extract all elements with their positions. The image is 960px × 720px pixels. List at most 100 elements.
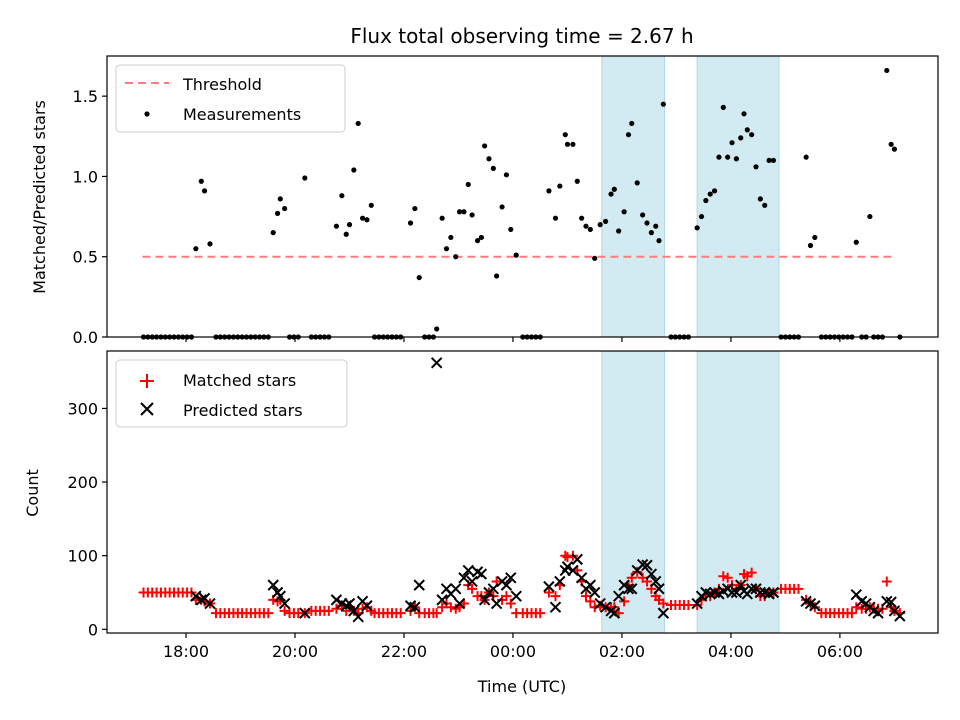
measurement-point (207, 241, 213, 247)
measurement-point (629, 120, 635, 127)
measurement-point (448, 234, 454, 241)
measurement-point (733, 156, 739, 162)
predicted-star-point (885, 596, 897, 608)
measurement-point (653, 223, 659, 229)
predicted-star-point (881, 595, 893, 608)
measurement-point (853, 239, 859, 245)
predicted-star-point (500, 579, 513, 591)
measurement-point (616, 228, 622, 234)
measurement-point (891, 146, 898, 152)
matched-star-point (562, 552, 573, 563)
matched-star-point (632, 566, 643, 577)
matched-star-point (846, 608, 857, 619)
predicted-star-point (645, 568, 658, 580)
measurement-point (355, 120, 361, 127)
ratio-y-tick-label: 1.0 (73, 167, 98, 186)
measurement-point (201, 188, 208, 194)
predicted-star-point (330, 594, 343, 606)
predicted-star-point (650, 575, 662, 588)
predicted-star-point (436, 594, 448, 606)
observing-intervals (601, 55, 780, 338)
measurement-point (333, 223, 340, 229)
measurement-point (552, 215, 559, 221)
measurement-point (546, 188, 552, 194)
measurement-point (583, 223, 589, 229)
matched-star-point (580, 591, 591, 602)
matched-stars-series (138, 550, 905, 619)
measurement-point (474, 238, 481, 244)
legend-predicted-swatch (140, 402, 154, 416)
predicted-star-point (453, 597, 466, 610)
measurement-point (660, 101, 666, 107)
predicted-star-point (809, 600, 821, 612)
matched-star-point (851, 602, 862, 613)
predicted-star-point (549, 601, 562, 613)
predicted-star-point (584, 579, 597, 591)
predicted-star-point (543, 580, 555, 593)
predicted-star-point (505, 572, 517, 584)
count-y-tick-label: 200 (67, 473, 98, 492)
count-panel: 0 100 200 300 18:00 20:00 22:00 00:00 02:00 04:0… (23, 350, 939, 696)
measurement-point (494, 273, 500, 279)
predicted-star-point (767, 586, 780, 599)
ratio-plot-frame (106, 55, 939, 338)
matched-star-point (331, 603, 342, 614)
time-x-tick-label: 04:00 (708, 642, 754, 661)
predicted-star-point (735, 579, 747, 591)
measurement-point (656, 238, 662, 244)
predicted-star-point (754, 586, 767, 599)
count-y-tick-label: 0 (88, 620, 98, 639)
measurement-point (888, 141, 894, 147)
legend-threshold-label: Threshold (182, 75, 262, 94)
measurement-point (407, 220, 414, 226)
count-y-tick-label: 300 (67, 399, 98, 418)
measurement-point (346, 222, 353, 228)
predicted-star-point (195, 594, 207, 606)
predicted-star-point (554, 575, 566, 588)
measurement-point (592, 255, 598, 261)
predicted-star-point (490, 597, 503, 610)
measurement-point (587, 226, 593, 233)
measurement-point (302, 175, 308, 181)
time-x-ticks: 18:00 20:00 22:00 00:00 02:00 04:00 06:00 (163, 633, 863, 661)
predicted-stars-series (190, 357, 906, 623)
time-x-tick-label: 20:00 (272, 642, 318, 661)
measurement-point (884, 67, 890, 74)
chart-title: Flux total observing time = 2.67 h (350, 24, 693, 48)
predicted-star-point (612, 590, 625, 602)
predicted-star-point (204, 597, 216, 610)
time-x-tick-label: 00:00 (490, 642, 536, 661)
measurement-point (469, 212, 475, 218)
predicted-star-point (872, 607, 884, 619)
measurement-point (744, 127, 750, 133)
legend-measurements-label: Measurements (183, 105, 301, 124)
predicted-star-point (475, 568, 488, 580)
measurement-point (193, 246, 199, 252)
predicted-star-point (450, 583, 462, 595)
predicted-star-point (594, 597, 606, 610)
measurement-point (711, 188, 718, 194)
measurement-point (198, 178, 204, 184)
matched-star-point (467, 583, 478, 594)
predicted-star-point (561, 561, 574, 573)
measurement-point (766, 157, 772, 163)
measurement-point (508, 226, 514, 233)
measurement-point (648, 230, 654, 236)
measurement-point (707, 191, 713, 197)
predicted-star-point (478, 594, 491, 606)
measurement-point (812, 234, 818, 241)
predicted-star-point (641, 559, 653, 571)
measurement-point (608, 191, 614, 197)
predicted-star-point (636, 558, 649, 571)
matched-star-point (683, 600, 694, 611)
measurement-point (339, 193, 345, 199)
predicted-star-point (588, 586, 601, 599)
predicted-star-point (413, 579, 425, 591)
measurement-point (482, 143, 488, 149)
measurement-point (716, 154, 722, 160)
measurement-point (456, 209, 463, 215)
matched-star-point (445, 602, 456, 613)
measurement-point (570, 141, 576, 147)
time-x-tick-label: 02:00 (599, 642, 645, 661)
measurement-point (603, 218, 609, 224)
